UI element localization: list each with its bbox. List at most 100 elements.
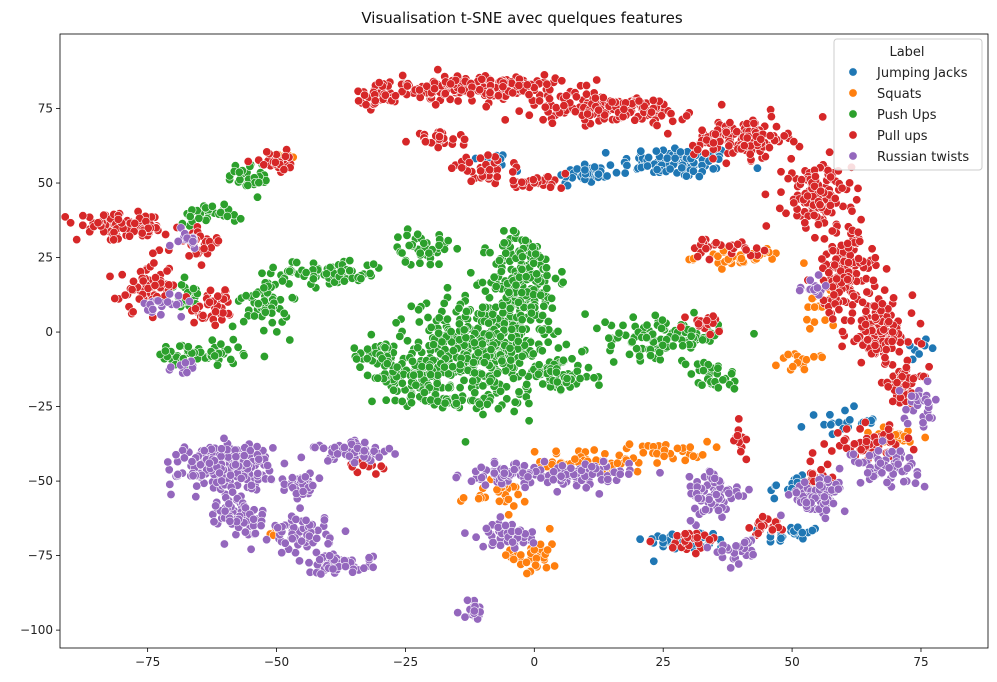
y-tick-label: −50 [28,474,53,488]
data-point [520,497,530,507]
data-point [641,333,651,343]
data-point [505,303,515,313]
data-point [93,218,103,228]
data-point [443,236,453,246]
data-point [323,539,333,549]
data-point [231,452,241,462]
data-point [752,163,762,173]
data-point [797,528,807,538]
data-point [413,343,423,353]
data-point [509,465,519,475]
legend-label: Pull ups [877,129,928,144]
data-point [655,468,665,478]
data-point [648,95,658,105]
data-point [479,357,489,367]
data-point [249,311,259,321]
data-point [188,471,198,481]
legend-marker [848,88,858,98]
data-point [685,516,695,526]
data-point [257,268,267,278]
data-point [672,443,682,453]
data-point [672,531,682,541]
data-point [765,131,775,141]
data-point [736,254,746,264]
data-point [263,460,273,470]
data-point [805,324,815,334]
data-point [810,233,820,243]
data-point [532,269,542,279]
data-point [149,258,159,268]
data-point [153,296,163,306]
data-point [182,367,192,377]
data-point [761,221,771,231]
data-point [475,85,485,95]
data-point [906,308,916,318]
data-point [420,137,430,147]
data-point [254,178,264,188]
data-point [189,318,199,328]
data-point [718,375,728,385]
data-point [488,537,498,547]
data-point [236,214,246,224]
data-point [235,175,245,185]
data-point [517,288,527,298]
data-point [910,478,920,488]
data-point [165,241,175,251]
legend-label: Push Ups [877,108,937,123]
data-point [166,489,176,499]
data-point [522,568,532,578]
data-point [292,257,302,267]
data-point [827,446,837,456]
data-point [541,563,551,573]
data-point [530,447,540,457]
data-point [611,168,621,178]
legend-label: Jumping Jacks [876,66,968,81]
data-point [509,226,519,236]
data-point [514,81,524,91]
data-point [277,548,287,558]
data-point [542,79,552,89]
data-point [830,260,840,270]
data-point [128,307,138,317]
data-point [213,236,223,246]
data-point [796,422,806,432]
data-point [825,147,835,157]
data-point [622,161,632,171]
data-point [285,266,295,276]
data-point [442,314,452,324]
data-point [522,80,532,90]
data-point [634,96,644,106]
data-point [901,362,911,372]
data-point [802,315,812,325]
data-point [191,304,201,314]
data-point [380,343,390,353]
data-point [819,439,829,449]
data-point [847,308,857,318]
data-point [368,562,378,572]
data-point [517,368,527,378]
data-point [788,362,798,372]
data-point [544,94,554,104]
data-point [583,363,593,373]
data-point [698,365,708,375]
data-point [304,531,314,541]
data-point [845,178,855,188]
data-point [759,246,769,256]
data-point [539,301,549,311]
data-point [711,238,721,248]
data-point [682,111,692,121]
data-point [756,134,766,144]
data-point [809,352,819,362]
data-point [517,252,527,262]
data-point [907,391,917,401]
y-tick-label: 75 [38,102,53,116]
data-point [466,89,476,99]
data-point [880,285,890,295]
data-point [348,567,358,577]
data-point [241,291,251,301]
data-point [903,433,913,443]
data-point [742,133,752,143]
data-point [524,398,534,408]
data-point [645,536,655,546]
data-point [371,469,381,479]
